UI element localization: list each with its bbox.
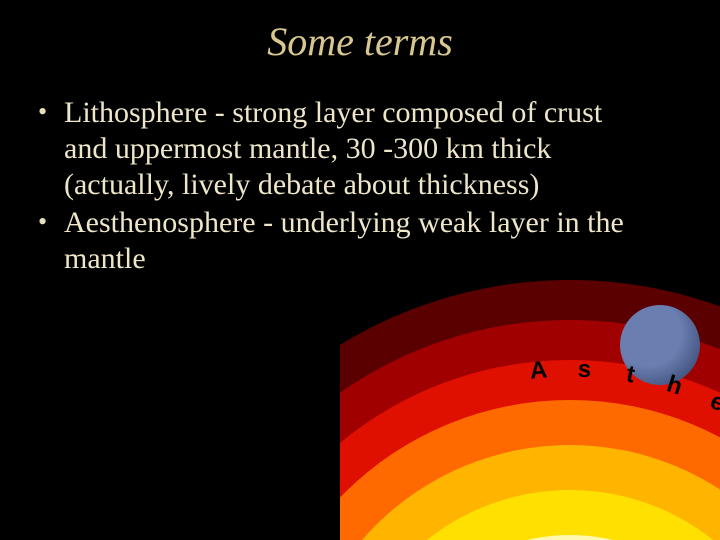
bullet-item: • Lithosphere - strong layer composed of…	[38, 95, 638, 203]
bullet-dot-icon: •	[38, 205, 64, 239]
slide-title: Some terms	[0, 18, 720, 65]
bullet-text: Lithosphere - strong layer composed of c…	[64, 95, 638, 203]
asthenosphere-label-char: A	[529, 357, 550, 386]
slide: Some terms • Lithosphere - strong layer …	[0, 0, 720, 540]
asthenosphere-label-char: s	[577, 356, 593, 385]
earth-layers-diagram: Asthenosphere	[340, 260, 720, 540]
bullet-dot-icon: •	[38, 95, 64, 129]
body-text-block: • Lithosphere - strong layer composed of…	[38, 95, 638, 279]
